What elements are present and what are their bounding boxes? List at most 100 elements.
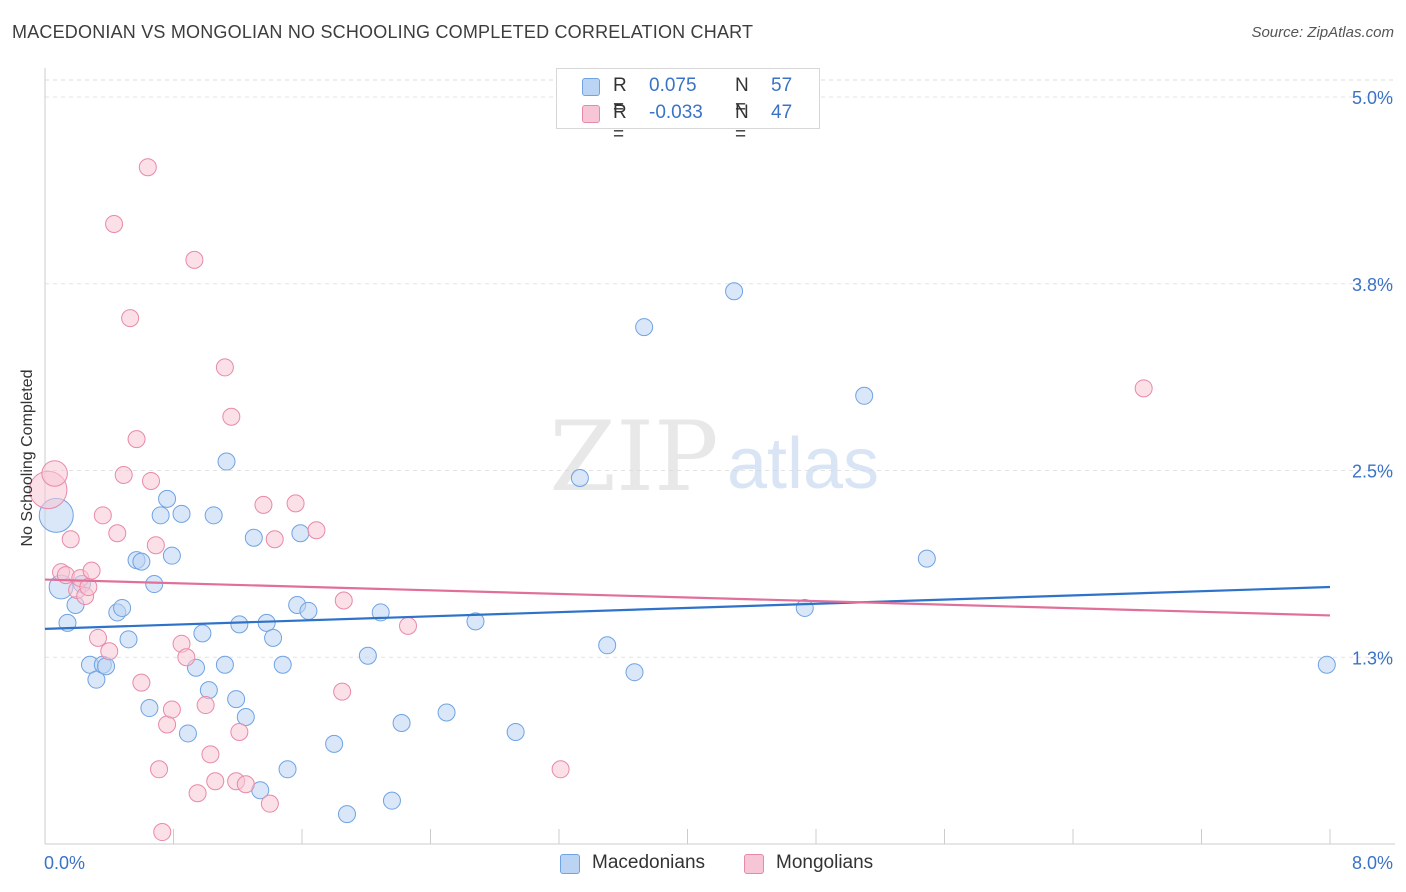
- point-mongolians: [307, 521, 326, 540]
- point-mongolians: [399, 616, 418, 635]
- n-label: N =: [735, 102, 749, 145]
- point-macedonians: [140, 699, 159, 718]
- point-mongolians: [41, 460, 68, 487]
- point-mongolians: [551, 760, 570, 779]
- x-axis-min-label: 0.0%: [44, 853, 86, 873]
- point-mongolians: [132, 673, 151, 692]
- grid-lines: [45, 79, 1395, 658]
- point-mongolians: [146, 536, 165, 555]
- y-axis-label: No Schooling Completed: [19, 369, 36, 547]
- watermark: ZIP atlas: [549, 401, 879, 513]
- point-macedonians: [199, 681, 218, 700]
- point-mongolians: [142, 471, 161, 490]
- axes: [44, 68, 1395, 845]
- point-macedonians: [299, 601, 318, 620]
- point-mongolians: [286, 494, 305, 513]
- point-macedonians: [162, 546, 181, 565]
- point-macedonians: [917, 549, 936, 568]
- point-macedonians: [236, 708, 255, 727]
- point-macedonians: [230, 615, 249, 634]
- point-macedonians: [178, 724, 197, 743]
- watermark-atlas: atlas: [727, 424, 879, 504]
- n-value: 47: [771, 102, 793, 123]
- point-mongolians: [236, 775, 255, 794]
- point-macedonians: [97, 657, 116, 676]
- point-mongolians: [334, 591, 353, 610]
- chart-title: MACEDONIAN VS MONGOLIAN NO SCHOOLING COM…: [12, 22, 754, 42]
- legend-label-mongolians: Mongolians: [776, 852, 874, 873]
- y-tick-label: 1.3%: [1352, 648, 1393, 668]
- y-tick-label: 2.5%: [1352, 462, 1393, 482]
- point-macedonians: [291, 524, 310, 543]
- point-mongolians: [260, 794, 279, 813]
- point-mongolians: [201, 745, 220, 764]
- n-label: N =: [735, 75, 749, 118]
- trend-lines: [44, 578, 1331, 630]
- point-macedonians: [273, 655, 292, 674]
- point-mongolians: [215, 358, 234, 377]
- point-macedonians: [392, 713, 411, 732]
- point-mongolians: [265, 530, 284, 549]
- point-mongolians: [108, 524, 127, 543]
- point-macedonians: [172, 504, 191, 523]
- point-mongolians: [61, 530, 80, 549]
- r-label: R =: [613, 102, 627, 145]
- r-value: 0.075: [649, 75, 697, 96]
- point-macedonians: [264, 628, 283, 647]
- x-axis-max-label: 8.0%: [1351, 853, 1393, 873]
- source-label: Source: ZipAtlas.com: [1251, 24, 1394, 41]
- r-label: R =: [613, 75, 627, 118]
- legend-label-macedonians: Macedonians: [592, 852, 706, 873]
- legend-swatch-macedonians: [560, 854, 580, 874]
- point-macedonians: [635, 318, 654, 337]
- series-macedonians: [38, 282, 1336, 824]
- point-macedonians: [625, 663, 644, 682]
- point-macedonians: [337, 805, 356, 824]
- point-macedonians: [506, 722, 525, 741]
- legend-swatch-mongolians: [744, 854, 764, 874]
- point-mongolians: [127, 430, 146, 449]
- point-macedonians: [145, 575, 164, 594]
- point-mongolians: [1134, 379, 1153, 398]
- point-mongolians: [196, 696, 215, 715]
- trend-line-mongolians: [44, 578, 1331, 617]
- point-macedonians: [204, 506, 223, 525]
- point-mongolians: [93, 506, 112, 525]
- point-macedonians: [855, 386, 874, 405]
- point-macedonians: [158, 489, 177, 508]
- stats-legend: R = 0.075 N = 57 R = -0.033 N = 47: [556, 68, 820, 145]
- point-macedonians: [244, 528, 263, 547]
- y-tick-label: 5.0%: [1352, 88, 1393, 108]
- point-macedonians: [466, 612, 485, 631]
- point-mongolians: [222, 407, 241, 426]
- point-macedonians: [215, 655, 234, 674]
- point-mongolians: [100, 642, 119, 661]
- point-macedonians: [87, 670, 106, 689]
- point-mongolians: [188, 784, 207, 803]
- legend-swatch-macedonians: [582, 78, 600, 96]
- watermark-zip: ZIP: [549, 401, 718, 513]
- point-macedonians: [437, 703, 456, 722]
- point-macedonians: [358, 646, 377, 665]
- point-macedonians: [598, 636, 617, 655]
- n-value: 57: [771, 75, 793, 96]
- point-macedonians: [570, 468, 589, 487]
- point-mongolians: [177, 648, 196, 667]
- point-mongolians: [158, 715, 177, 734]
- legend-swatch-mongolians: [582, 105, 600, 123]
- point-mongolians: [105, 214, 124, 233]
- point-macedonians: [151, 506, 170, 525]
- point-mongolians: [138, 158, 157, 177]
- y-tick-labels: 1.3% 2.5% 3.8% 5.0%: [1352, 88, 1393, 668]
- point-mongolians: [333, 682, 352, 701]
- point-macedonians: [325, 734, 344, 753]
- y-tick-label: 3.8%: [1352, 275, 1393, 295]
- point-macedonians: [725, 282, 744, 301]
- point-macedonians: [132, 552, 151, 571]
- point-mongolians: [82, 561, 101, 580]
- point-macedonians: [119, 630, 138, 649]
- r-value: -0.033: [649, 102, 703, 123]
- point-macedonians: [113, 598, 132, 617]
- point-macedonians: [193, 624, 212, 643]
